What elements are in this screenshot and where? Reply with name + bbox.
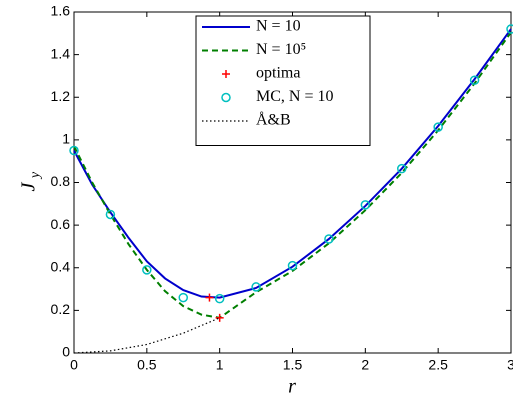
legend-label: N = 10: [256, 18, 301, 35]
x-tick-label: 0.5: [137, 357, 157, 373]
circle-marker: [433, 122, 443, 132]
y-axis-label-subscript: y: [28, 171, 43, 180]
circle-marker: [360, 200, 371, 210]
x-tick-label: 2: [361, 357, 369, 373]
y-tick-label: 0: [62, 344, 70, 360]
plus-marker: [215, 313, 224, 322]
circle-marker: [324, 234, 334, 244]
x-axis-label: r: [288, 376, 296, 398]
circle-marker: [214, 293, 225, 304]
plus-marker: [205, 293, 214, 302]
legend-box: [195, 15, 371, 146]
circle-marker: [178, 292, 188, 303]
circle-marker: [142, 265, 152, 275]
y-tick-label: 0.8: [51, 173, 71, 189]
circle-marker: [105, 209, 116, 220]
series-line: [73, 317, 220, 354]
circle-marker: [251, 282, 261, 292]
series-line: [73, 28, 512, 299]
circle-marker: [287, 260, 298, 271]
x-tick-label: 3: [507, 357, 513, 373]
legend-label: optima: [256, 65, 300, 82]
y-tick-label: 1.2: [51, 88, 71, 104]
circle-marker: [69, 145, 79, 156]
circle-marker: [397, 163, 407, 174]
x-tick-label: 1: [216, 357, 224, 373]
y-axis-label-group: J y: [18, 171, 44, 191]
y-tick-label: 1.4: [51, 45, 71, 61]
legend-label: N = 10⁵: [256, 41, 306, 58]
y-tick-label: 0.2: [51, 301, 71, 317]
x-tick-label: 2.5: [428, 357, 448, 373]
circle-marker: [506, 24, 513, 34]
circle-marker: [221, 92, 231, 103]
y-tick-label: 0.6: [51, 216, 71, 232]
x-tick-label: 0: [70, 357, 78, 373]
plus-marker: [222, 70, 230, 78]
circle-marker: [469, 75, 480, 85]
legend-label: MC, N = 10: [256, 88, 333, 105]
legend-label: Å&B: [256, 111, 291, 129]
y-tick-label: 1.6: [51, 3, 71, 19]
y-tick-label: 0.4: [51, 258, 71, 274]
x-tick-label: 1.5: [283, 357, 303, 373]
y-tick-label: 1: [62, 131, 70, 147]
y-axis-label: J: [18, 181, 40, 191]
legend: N = 10 N = 10⁵ optima MC, N = 10 Å&B: [195, 15, 371, 146]
